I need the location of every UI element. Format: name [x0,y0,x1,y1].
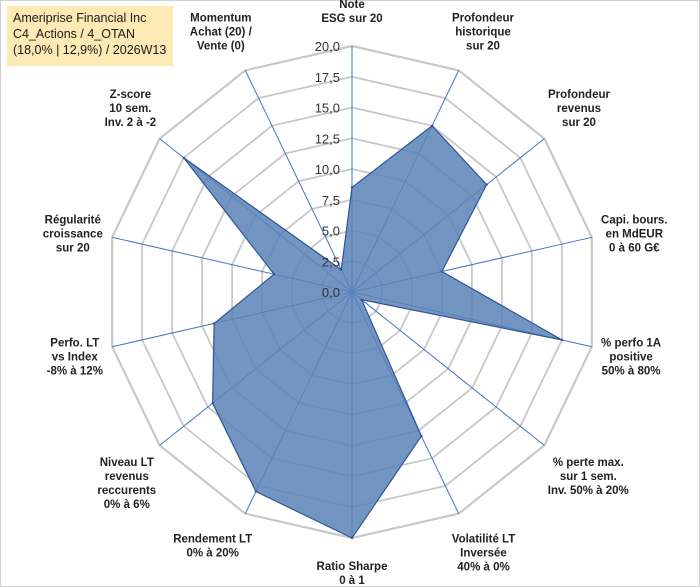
axis-label-line: reccurents [97,485,156,497]
axis-spoke [244,70,353,293]
axis-label-line: 40% à 0% [457,562,509,574]
data-points [182,124,564,540]
axis-label-line: historique [455,26,511,38]
axis-label-line: Note [339,0,365,11]
data-point [350,536,354,540]
axis-label-line: 50% à 80% [602,365,661,377]
axis-label-line: sur 20 [562,117,596,129]
axis-label-line: 10 sem. [109,103,151,115]
axis-label-line: sur 1 sem. [560,471,617,483]
axis-label: Volatilité LT Inversée 40% à 0% [452,534,515,574]
axis-labels: Note ESG sur 20 Profondeur historique sur 20… [43,0,668,587]
tick-label: 20,0 [315,39,340,54]
axis-label-line: Inv. 2 à -2 [105,117,157,129]
axis-label-line: Momentum [190,12,251,24]
axis-label-line: -8% à 12% [47,365,103,377]
axis-label: Perfo. LT vs Index -8% à 12% [47,337,103,377]
axis-label-line: revenus [557,103,601,115]
axis-spoke [351,291,545,446]
axis-label: % perte max. sur 1 sem. Inv. 50% à 20% [548,457,629,497]
axis-label-line: Profondeur [548,89,610,101]
axis-label-line: % perfo 1A [601,337,661,349]
data-point [440,270,444,273]
axis-label-line: 0 à 1 [339,575,365,587]
axis-label: Note ESG sur 20 [321,0,382,25]
axis-label: Rendement LT 0% à 20% [173,534,252,560]
axis-label-line: Niveau LT [100,457,154,469]
axis-label-line: Vente (0) [197,40,245,52]
axis-label: Momentum Achat (20) / Vente (0) [190,12,253,52]
tick-label: 17,5 [315,70,340,85]
data-point [212,322,216,325]
tick-label: 7,5 [322,193,340,208]
title-line-company: Ameriprise Financial Inc [13,11,147,25]
axis-label: Capi. bours. en MdEUR 0 à 60 G€ [601,215,667,255]
axis-label-line: 0% à 6% [104,499,150,511]
axis-label-line: Régularité [45,215,101,227]
axis-label-line: 0% à 20% [186,548,238,560]
tick-label: 2,5 [322,254,340,269]
axis-label-line: Profondeur [452,12,514,24]
axis-label: Régularité croissance sur 20 [43,215,103,255]
tick-label: 12,5 [315,131,340,146]
axis-label-line: Capi. bours. [601,215,667,227]
data-point [272,273,276,276]
axis-label-line: Z-score [110,89,152,101]
title-line-category: C4_Actions / 4_OTAN [13,27,136,41]
tick-label: 0,0 [322,285,340,300]
axis-label-line: Inv. 50% à 20% [548,485,629,497]
axis-label: Ratio Sharpe 0 à 1 [317,561,388,587]
chart-title-box: Ameriprise Financial Inc C4_Actions / 4_… [7,6,173,66]
data-point [182,156,185,159]
title-line-stats: (18,0% | 12,9%) / 2026W13 [13,43,167,57]
axis-label: Profondeur historique sur 20 [452,12,514,52]
axis-label-line: Inversée [460,548,507,560]
axis-label-line: en MdEUR [606,229,664,241]
data-point [430,124,434,128]
axis-label-line: vs Index [52,351,99,363]
axis-label: Z-score 10 sem. Inv. 2 à -2 [105,89,157,129]
axis-label-line: revenus [105,471,149,483]
data-point [211,402,214,405]
data-point [485,183,488,186]
axis-label-line: ESG sur 20 [321,13,382,25]
data-point [560,338,564,342]
axis-label-line: % perte max. [553,457,624,469]
axis-label-line: croissance [43,229,103,241]
axis-label-line: sur 20 [56,243,90,255]
axis-label: % perfo 1A positive 50% à 80% [601,337,661,377]
axis-label-line: positive [609,351,652,363]
axis-label-line: Ratio Sharpe [317,561,388,573]
data-point [360,298,363,301]
axis-label: Niveau LT revenus reccurents 0% à 6% [97,457,156,511]
data-point [254,490,258,493]
data-point [350,186,354,189]
radial-tick-labels: 0,0 2,5 5,0 7,5 10,0 12,5 15,0 17,5 20,0 [315,39,340,300]
data-point [420,434,423,438]
axis-label-line: 0 à 60 G€ [609,243,660,255]
axis-label-line: Achat (20) / [190,26,253,38]
data-point [340,268,343,271]
axis-label: Profondeur revenus sur 20 [548,89,610,129]
tick-label: 5,0 [322,224,340,239]
axis-label-line: sur 20 [466,40,500,52]
tick-label: 10,0 [315,162,340,177]
axis-label-line: Volatilité LT [452,534,515,546]
tick-label: 15,0 [315,101,340,116]
axis-label-line: Perfo. LT [50,337,99,349]
axis-label-line: Rendement LT [173,534,252,546]
